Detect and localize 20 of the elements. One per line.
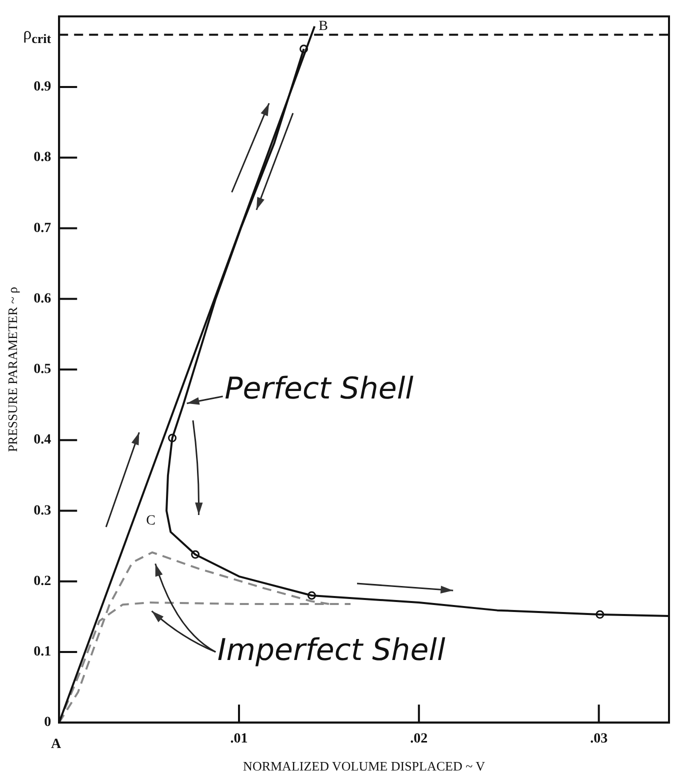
y-tick-label: 0.1 — [34, 644, 52, 660]
y-tick-label: 0.6 — [34, 291, 52, 306]
y-tick-label: 0.2 — [34, 574, 52, 589]
x-tick-label: .01 — [230, 732, 248, 747]
y-tick-label: 0 — [44, 715, 52, 730]
y-axis-title: PRESSURE PARAMETER ~ ρ — [5, 286, 20, 452]
annotation: B — [318, 18, 328, 34]
y-tick-label: 0.5 — [34, 362, 52, 378]
annotation: A — [51, 737, 62, 752]
x-axis-title: NORMALIZED VOLUME DISPLACED ~ V — [243, 758, 486, 774]
annotation: C — [146, 513, 156, 528]
x-tick-label: .02 — [410, 732, 428, 747]
y-tick-label: 0.3 — [34, 503, 52, 518]
y-tick-label: 0.4 — [34, 432, 52, 448]
x-tick-label: .03 — [590, 732, 608, 747]
y-tick-label: 0.7 — [34, 220, 52, 236]
annotation: Perfect Shell — [224, 371, 414, 406]
y-tick-label: 0.9 — [34, 80, 52, 95]
annotation: Imperfect Shell — [217, 632, 446, 668]
y-tick-label: 0.8 — [34, 150, 52, 166]
